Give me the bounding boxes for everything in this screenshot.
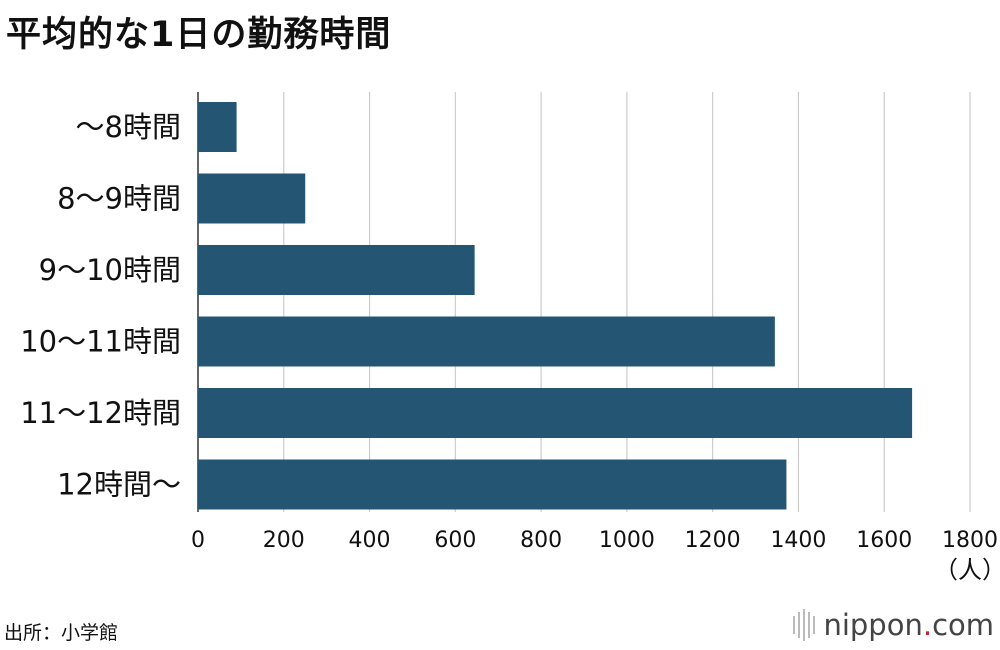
bar [198,459,787,510]
x-tick-label: 600 [434,528,476,553]
x-tick-label: 1400 [770,528,826,553]
x-tick-label: 400 [349,528,391,553]
category-label: 11〜12時間 [20,396,181,430]
category-label: 〜8時間 [76,110,181,144]
nippon-logo: nippon.com [793,608,994,642]
bar [198,245,475,295]
chart-title: 平均的な1日の勤務時間 [6,15,392,55]
bar [198,316,775,367]
bar [198,102,237,152]
x-tick-label: 200 [263,528,305,553]
bar-chart: 〜8時間 8〜9時間 9〜10時間 10〜11時間 11〜12時間 12時間〜 0 200 4… [20,92,1000,584]
category-label: 8〜9時間 [57,182,181,216]
bar [198,173,306,224]
x-tick-label: 1000 [599,528,655,553]
x-tick-label: 1200 [685,528,741,553]
x-tick-label: 800 [520,528,562,553]
category-label: 12時間〜 [57,468,181,502]
x-tick-label: 0 [191,528,205,553]
logo-bars-icon [793,609,816,641]
category-label: 10〜11時間 [20,325,181,359]
source-note: 出所：小学館 [4,622,119,644]
category-label: 9〜10時間 [39,253,181,287]
x-axis-unit-label: （人） [934,556,1000,584]
x-tick-label: 1800 [942,528,998,553]
logo-wordmark: nippon.com [823,608,994,642]
bar [198,388,913,438]
x-tick-label: 1600 [856,528,912,553]
